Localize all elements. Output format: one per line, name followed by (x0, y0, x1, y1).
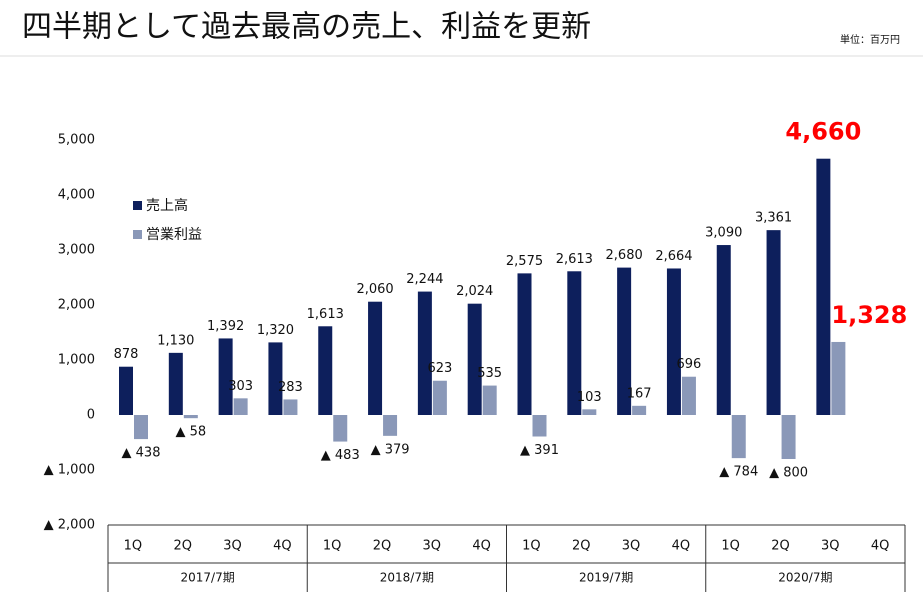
x-tick-label: 2Q (572, 539, 591, 554)
bar (816, 158, 831, 415)
bar (119, 366, 133, 415)
y-tick-label: 1,000 (58, 353, 95, 368)
data-label: 283 (278, 380, 303, 395)
x-tick-label: 1Q (323, 539, 342, 554)
chart-title: 四半期として過去最高の売上、利益を更新 (22, 10, 591, 45)
data-label: 1,392 (207, 319, 244, 334)
x-tick-label: 4Q (672, 539, 691, 554)
x-tick-label: 3Q (223, 539, 242, 554)
data-label: 2,680 (606, 248, 643, 263)
data-label: ▲ 800 (769, 466, 808, 481)
x-tick-label: 1Q (721, 539, 740, 554)
bar (168, 352, 183, 415)
x-tick-label: 4Q (472, 539, 491, 554)
unit-label: 単位：百万円 (840, 33, 900, 46)
legend-label: 営業利益 (146, 227, 202, 243)
data-label: ▲ 58 (175, 425, 206, 440)
bar (268, 342, 283, 415)
y-tick-label: ▲ 1,000 (44, 463, 95, 478)
y-tick-label: 5,000 (58, 133, 95, 148)
data-label: ▲ 438 (122, 446, 161, 461)
group-label: 2018/7期 (380, 571, 434, 585)
data-label: 1,328 (831, 301, 907, 329)
data-label: 2,024 (456, 284, 493, 299)
x-tick-label: 4Q (871, 539, 890, 554)
legend-label: 売上高 (146, 197, 188, 214)
x-tick-label: 2Q (373, 539, 392, 554)
data-label: 623 (427, 361, 452, 376)
bar (632, 405, 647, 415)
bar (781, 415, 796, 459)
data-label: 696 (677, 357, 702, 372)
data-label: 2,664 (655, 249, 692, 264)
x-tick-label: 3Q (423, 539, 442, 554)
bar (482, 385, 497, 415)
data-label: 303 (228, 379, 253, 394)
bar (218, 338, 233, 415)
data-label: 1,320 (257, 323, 294, 338)
bar (666, 268, 681, 415)
bar (283, 399, 298, 415)
data-label: ▲ 483 (321, 448, 360, 463)
bar (383, 415, 398, 436)
bar (617, 267, 632, 415)
x-tick-label: 2Q (771, 539, 790, 554)
y-tick-label: 2,000 (58, 298, 95, 313)
bar (681, 376, 696, 415)
y-tick-label: 0 (87, 408, 95, 423)
bar (432, 380, 447, 415)
data-label: 3,090 (705, 226, 742, 241)
data-label: ▲ 379 (371, 442, 410, 457)
data-label: 2,060 (356, 282, 393, 297)
data-label: 535 (477, 366, 502, 381)
bar (567, 271, 582, 415)
bar (417, 291, 432, 415)
bar (467, 303, 482, 415)
bar (831, 341, 846, 415)
data-label: 3,361 (755, 211, 792, 226)
bar (368, 301, 383, 415)
bar (318, 326, 333, 415)
group-label: 2017/7期 (181, 571, 235, 585)
data-label: ▲ 391 (520, 443, 559, 458)
bar (716, 245, 731, 415)
x-tick-label: 1Q (522, 539, 541, 554)
data-label: 103 (577, 390, 602, 405)
x-tick-label: 2Q (173, 539, 192, 554)
bar (134, 415, 148, 440)
y-tick-label: 4,000 (58, 188, 95, 203)
group-label: 2019/7期 (579, 571, 633, 585)
bar (532, 415, 547, 437)
data-label: 878 (114, 347, 139, 362)
legend-swatch (133, 201, 142, 210)
bar (766, 230, 781, 415)
data-label: 2,575 (506, 254, 543, 269)
x-tick-label: 4Q (273, 539, 292, 554)
bar (183, 415, 198, 419)
bar (233, 398, 248, 415)
bar (333, 415, 348, 442)
data-label: 2,244 (406, 272, 443, 287)
data-label: 1,130 (157, 333, 194, 348)
x-tick-label: 1Q (124, 539, 143, 554)
bar (582, 409, 597, 415)
y-tick-label: 3,000 (58, 243, 95, 258)
bar (517, 273, 532, 415)
y-tick-label: ▲ 2,000 (44, 518, 95, 533)
data-label: 1,613 (307, 307, 344, 322)
data-label: 4,660 (785, 118, 861, 146)
x-tick-label: 3Q (821, 539, 840, 554)
bar (731, 415, 746, 459)
legend-swatch (133, 230, 142, 239)
data-label: ▲ 784 (719, 465, 758, 480)
group-label: 2020/7期 (778, 571, 832, 585)
x-tick-label: 3Q (622, 539, 641, 554)
data-label: 167 (627, 386, 652, 401)
data-label: 2,613 (556, 252, 593, 267)
